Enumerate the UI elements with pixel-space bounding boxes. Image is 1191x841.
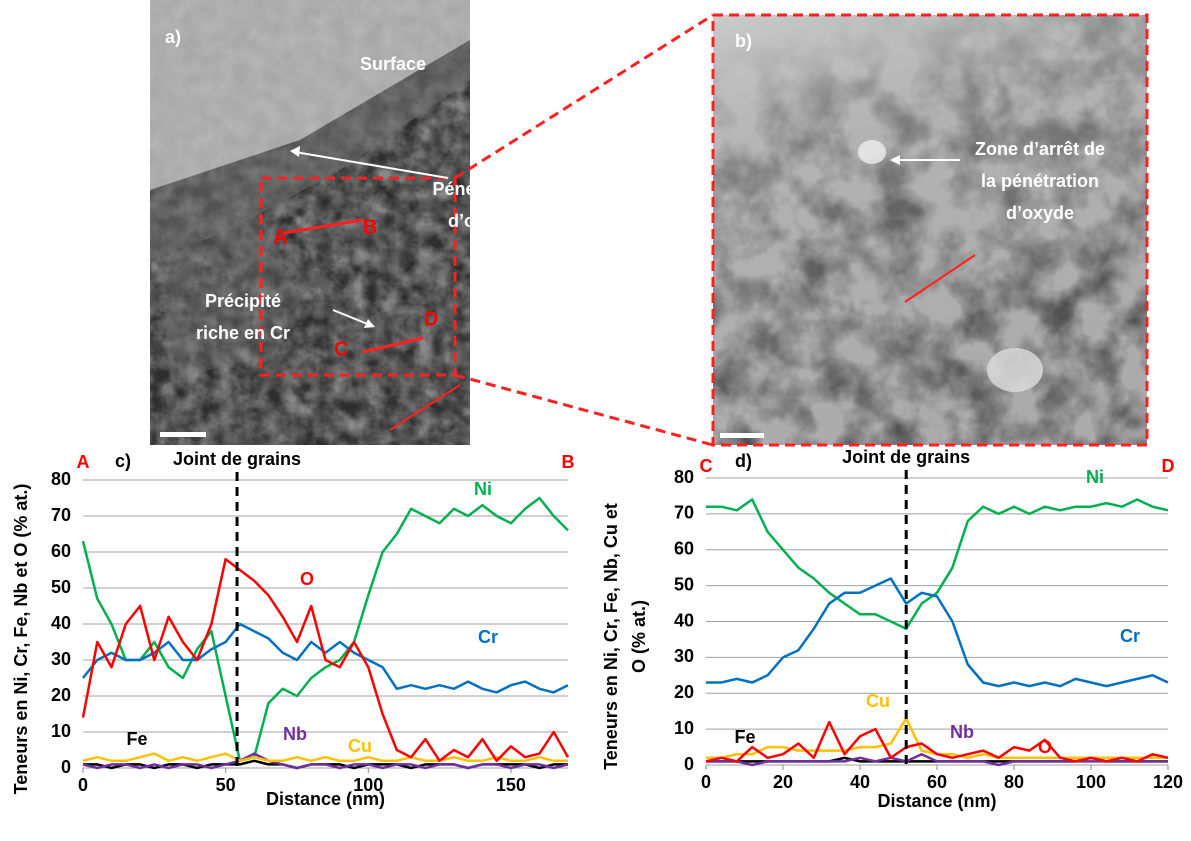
series-label: Nb [283, 724, 307, 744]
y-axis-label: Teneurs en Ni, Cr, Fe, Nb, Cu et [601, 503, 621, 770]
x-tick-label: 50 [216, 775, 236, 795]
series-line [81, 496, 569, 763]
series-line [706, 498, 1169, 630]
series-label: Cu [866, 691, 890, 711]
y-tick-label: 70 [51, 505, 71, 525]
y-axis-label: O (% at.) [629, 600, 649, 673]
series-label: Fe [126, 729, 147, 749]
micrograph-b: b) Zone d’arrêt de la pénétration d’oxyd… [711, 13, 1149, 447]
annotation: riche en Cr [196, 323, 290, 343]
point-label: A [273, 226, 287, 248]
annotation: Précipité [205, 291, 281, 311]
micrograph-a: a) Surface Pénétration d’oxyde Précipité… [150, 0, 532, 445]
x-tick-label: 0 [701, 772, 711, 792]
y-tick-label: 30 [674, 646, 694, 666]
y-axis-label: Teneurs en Ni, Cr, Fe, Nb et O (% at.) [11, 484, 31, 795]
series-line [81, 557, 570, 763]
x-tick-label: 40 [850, 772, 870, 792]
series-label: Ni [474, 479, 492, 499]
series-line [82, 622, 569, 694]
series-line [706, 577, 1169, 688]
y-tick-label: 0 [684, 754, 694, 774]
series-label: Cu [348, 736, 372, 756]
y-tick-label: 80 [51, 469, 71, 489]
panel-label: c) [115, 451, 131, 471]
x-tick-label: 20 [773, 772, 793, 792]
series-label: Fe [734, 727, 755, 747]
annotation: Joint de grains [842, 447, 970, 467]
x-axis-label: Distance (nm) [877, 791, 996, 811]
series-label: O [1038, 737, 1052, 757]
series-label: Cr [478, 627, 498, 647]
y-tick-label: 50 [674, 574, 694, 594]
y-tick-label: 60 [51, 541, 71, 561]
series-label: Nb [950, 722, 974, 742]
y-tick-label: 60 [674, 539, 694, 559]
x-tick-label: 100 [1076, 772, 1106, 792]
series-line [82, 752, 568, 763]
series-line [705, 720, 1169, 763]
series-label: Ni [1086, 467, 1104, 487]
end-label: D [1162, 456, 1175, 476]
y-tick-label: 50 [51, 577, 71, 597]
y-tick-label: 30 [51, 649, 71, 669]
x-tick-label: 60 [927, 772, 947, 792]
annotation: d’oxyde [448, 211, 516, 231]
y-tick-label: 80 [674, 467, 694, 487]
annotation: la pénétration [981, 171, 1099, 191]
panel-label: b) [735, 31, 752, 51]
series-label: O [300, 569, 314, 589]
point-label: C [334, 338, 348, 360]
end-label: C [700, 456, 713, 476]
y-tick-label: 10 [674, 718, 694, 738]
series-line [706, 717, 1168, 760]
x-tick-label: 150 [496, 775, 526, 795]
y-tick-label: 0 [61, 757, 71, 777]
panel-label: a) [165, 27, 181, 47]
x-tick-label: 120 [1153, 772, 1183, 792]
point-label: B [363, 216, 377, 238]
y-tick-label: 20 [51, 685, 71, 705]
annotation: Pénétration [432, 179, 531, 199]
annotation: Joint de grains [173, 449, 301, 469]
x-tick-label: 80 [1004, 772, 1024, 792]
x-tick-label: 0 [78, 775, 88, 795]
series-label: Cr [1120, 626, 1140, 646]
x-tick-label: 100 [353, 775, 383, 795]
end-label: A [77, 452, 90, 472]
x-axis-label: Distance (nm) [266, 789, 385, 809]
y-tick-label: 10 [51, 721, 71, 741]
annotation: Surface [360, 54, 426, 74]
y-tick-label: 70 [674, 503, 694, 523]
y-tick-label: 20 [674, 682, 694, 702]
annotation: Zone d’arrêt de [975, 139, 1105, 159]
y-tick-label: 40 [674, 610, 694, 630]
point-label: D [424, 308, 438, 330]
annotation: d’oxyde [1006, 203, 1074, 223]
series-line [706, 752, 1168, 767]
panel-label: d) [735, 451, 752, 471]
y-tick-label: 40 [51, 613, 71, 633]
series-line [82, 752, 569, 770]
end-label: B [562, 452, 575, 472]
